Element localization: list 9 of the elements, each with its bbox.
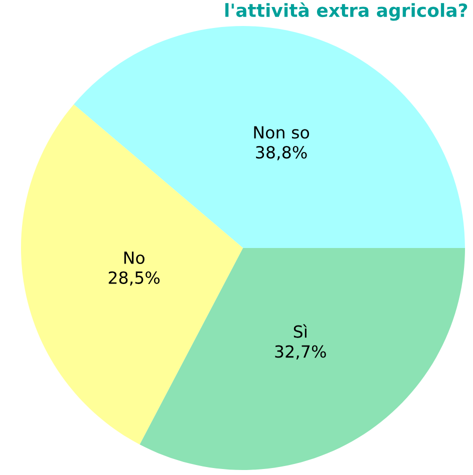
- pie-slice: [21, 104, 243, 445]
- data-label: 32,7%: [275, 345, 326, 360]
- chart-title: l'attività extra agricola?: [225, 2, 468, 21]
- data-label: 28,5%: [108, 271, 160, 286]
- slice-label: Sì: [294, 324, 307, 338]
- slice-label: Non so: [254, 126, 310, 139]
- data-label: 38,8%: [256, 146, 307, 160]
- slice-label: No: [124, 252, 144, 264]
- pie-slice: [74, 26, 465, 248]
